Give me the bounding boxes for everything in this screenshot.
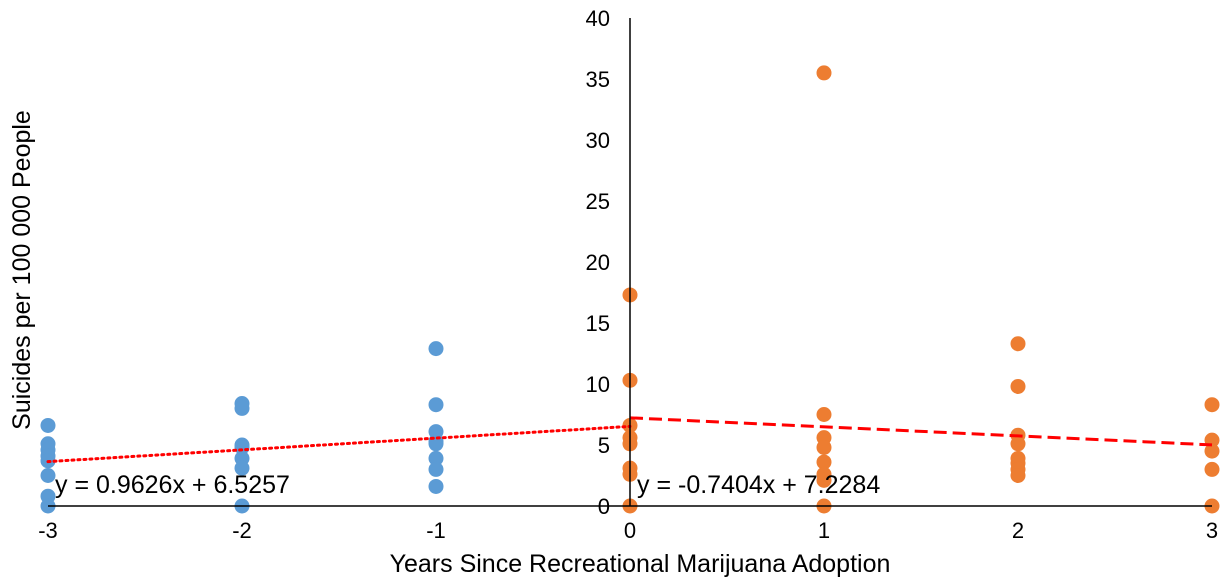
data-point-after	[816, 472, 832, 488]
data-point-after	[1010, 378, 1026, 394]
x-tick-label: 0	[624, 518, 636, 543]
data-point-before	[428, 397, 444, 413]
data-point-after	[1010, 436, 1026, 452]
y-tick-label: 0	[598, 494, 610, 519]
y-tick-label: 15	[586, 311, 610, 336]
trendline-equation-after: y = -0.7404x + 7.2284	[637, 471, 880, 499]
data-point-after	[816, 407, 832, 422]
data-point-after	[1204, 443, 1220, 459]
trendlines	[46, 416, 1213, 464]
y-tick-label: 40	[586, 6, 610, 31]
x-tick-label: -2	[232, 518, 252, 543]
y-tick-label: 20	[586, 250, 610, 275]
data-point-after	[816, 65, 832, 81]
data-point-before	[234, 460, 250, 476]
data-point-before	[40, 417, 56, 433]
data-point-after	[1010, 336, 1026, 352]
data-point-before	[428, 478, 444, 494]
x-tick-label: -3	[38, 518, 58, 543]
data-point-before	[40, 468, 56, 483]
y-tick-label: 30	[586, 128, 610, 153]
y-tick-label: 10	[586, 372, 610, 397]
data-point-before	[428, 436, 444, 452]
data-point-before	[234, 439, 250, 455]
y-tick-label: 35	[586, 67, 610, 92]
data-point-after	[1204, 397, 1220, 413]
x-tick-labels: -3 -2 -1 0 1 2 3	[38, 518, 1218, 543]
data-point-after	[816, 454, 832, 470]
trendline-equation-before: y = 0.9626x + 6.5257	[55, 471, 290, 499]
y-tick-label: 5	[598, 433, 610, 458]
y-tick-labels: 0 5 10 15 20 25 30 35 40	[586, 6, 610, 519]
data-point-after	[816, 439, 832, 455]
data-point-before	[428, 461, 444, 477]
data-points	[40, 65, 1220, 514]
trendline-before	[46, 424, 632, 464]
data-point-before	[234, 400, 250, 416]
x-tick-label: 3	[1206, 518, 1218, 543]
x-tick-label: -1	[426, 518, 446, 543]
data-point-after	[1204, 461, 1220, 477]
data-point-before	[428, 341, 444, 357]
y-tick-label: 25	[586, 189, 610, 214]
data-point-before	[428, 450, 444, 466]
x-tick-label: 2	[1012, 518, 1024, 543]
x-axis-title: Years Since Recreational Marijuana Adopt…	[390, 550, 891, 578]
x-tick-label: 1	[818, 518, 830, 543]
trendline-after	[629, 416, 1213, 447]
data-point-after	[1010, 468, 1026, 483]
y-axis-title: Suicides per 100 000 People	[8, 110, 36, 430]
